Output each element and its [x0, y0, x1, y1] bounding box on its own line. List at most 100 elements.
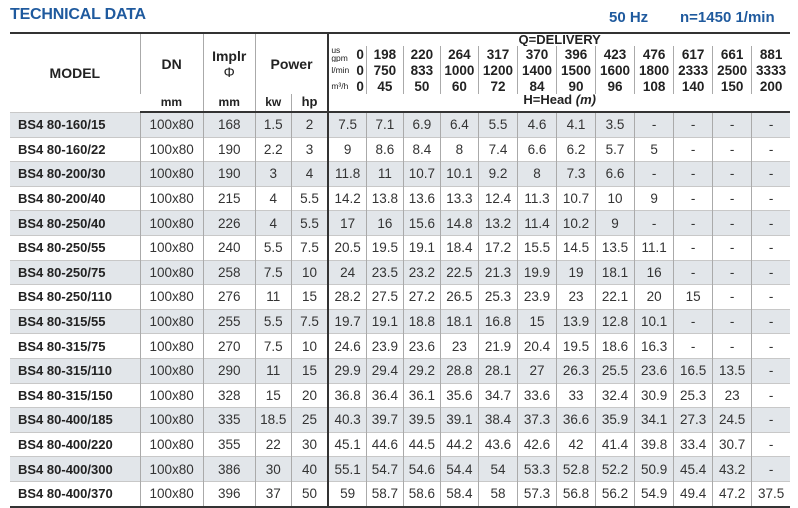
head-cell: 6.2: [555, 136, 596, 162]
head-cell: 44.6: [365, 431, 404, 457]
head-cell: -: [712, 259, 752, 285]
flow-value: 317: [477, 46, 518, 62]
head-cell: -: [751, 161, 790, 187]
unit-m3h: m³/h 0: [327, 78, 367, 94]
head-cell: 34.1: [634, 407, 674, 433]
kw-cell: 2.2: [254, 136, 292, 162]
impeller-cell: 335: [202, 407, 256, 433]
dn-cell: 100x80: [139, 210, 204, 236]
head-cell: 29.4: [365, 357, 404, 384]
head-cell: 13.5: [712, 357, 752, 384]
head-cell: -: [673, 161, 713, 187]
head-cell: 17: [327, 210, 367, 236]
head-cell: 7.3: [555, 161, 596, 187]
kw-cell: 1.5: [254, 111, 292, 138]
head-cell: 19.5: [555, 333, 596, 359]
head-cell: 23.9: [516, 284, 557, 310]
head-cell: -: [673, 210, 713, 236]
unit-gpm: us gpm 0: [327, 46, 367, 62]
impeller-cell: 276: [202, 284, 256, 310]
head-cell: 20.4: [516, 333, 557, 359]
table-row: BS4 80-250/75 100x80 258 7.5 10 24 23.5 23.2 22.…: [10, 259, 790, 285]
table-row: BS4 80-315/150 100x80 328 15 20 36.8 36.4 36.1 3…: [10, 382, 790, 408]
head-cell: 10.2: [555, 210, 596, 236]
head-cell: 36.8: [327, 382, 367, 408]
head-cell: -: [751, 431, 790, 457]
head-cell: 12.4: [477, 185, 518, 211]
hp-cell: 15: [290, 284, 329, 310]
head-cell: 44.2: [439, 431, 479, 457]
kw-cell: 7.5: [254, 259, 292, 285]
head-cell: 23: [555, 284, 596, 310]
flow-value: 264: [439, 46, 479, 62]
head-cell: 33.6: [516, 382, 557, 408]
head-cell: -: [751, 259, 790, 285]
head-cell: 18.1: [595, 259, 635, 285]
hp-cell: 50: [290, 480, 329, 507]
head-cell: 7.1: [365, 111, 404, 138]
head-cell: 11.3: [516, 185, 557, 211]
model-cell: BS4 80-160/22: [10, 136, 141, 162]
impeller-cell: 190: [202, 161, 256, 187]
model-cell: BS4 80-400/300: [10, 456, 141, 482]
impeller-unit: mm: [202, 94, 256, 113]
kw-cell: 30: [254, 456, 292, 482]
kw-cell: 18.5: [254, 407, 292, 433]
head-cell: 24.6: [327, 333, 367, 359]
dn-cell: 100x80: [139, 456, 204, 482]
head-cell: 28.8: [439, 357, 479, 384]
head-cell: -: [751, 136, 790, 162]
head-cell: 8: [439, 136, 479, 162]
head-cell: 42: [555, 431, 596, 457]
hp-cell: 2: [290, 111, 329, 138]
flow-value: 617: [673, 46, 713, 62]
hp-cell: 15: [290, 357, 329, 384]
head-cell: 11.1: [634, 234, 674, 261]
head-header: H=Head (m): [327, 94, 790, 113]
impeller-cell: 215: [202, 185, 256, 211]
head-cell: 33.4: [673, 431, 713, 457]
head-cell: 44.5: [402, 431, 441, 457]
table-row: BS4 80-200/40 100x80 215 4 5.5 14.2 13.8 13.6 13…: [10, 185, 790, 211]
dn-header: DN: [139, 33, 204, 94]
flow-value: 150: [712, 78, 752, 94]
flow-value: 833: [402, 62, 441, 78]
model-cell: BS4 80-250/110: [10, 284, 141, 310]
kw-cell: 4: [254, 210, 292, 236]
head-cell: 23.6: [634, 357, 674, 384]
head-cell: 18.8: [402, 308, 441, 334]
delivery-header: Q=DELIVERY: [327, 33, 790, 46]
head-cell: 9: [634, 185, 674, 211]
flow-value: 1000: [439, 62, 479, 78]
head-cell: 4.1: [555, 111, 596, 138]
flow-value: 45: [365, 78, 404, 94]
table-row: BS4 80-160/22 100x80 190 2.2 3 9 8.6 8.4 8 7.4 6.6…: [10, 136, 790, 162]
head-cell: -: [712, 308, 752, 334]
unit-lmin: l/min 0: [327, 62, 367, 78]
head-cell: -: [712, 136, 752, 162]
head-cell: 54.6: [402, 456, 441, 482]
head-cell: 10.1: [439, 161, 479, 187]
dn-cell: 100x80: [139, 382, 204, 408]
head-cell: 9: [595, 210, 635, 236]
head-cell: 43.6: [477, 431, 518, 457]
head-cell: 24: [327, 259, 367, 285]
head-cell: 18.6: [595, 333, 635, 359]
power-header: Power: [254, 33, 329, 94]
head-cell: 13.2: [477, 210, 518, 236]
head-cell: 50.9: [634, 456, 674, 482]
head-cell: 54.4: [439, 456, 479, 482]
hp-cell: 25: [290, 407, 329, 433]
kw-cell: 5.5: [254, 308, 292, 334]
head-cell: 59: [327, 480, 367, 507]
flow-value: 881: [751, 46, 790, 62]
head-cell: 8.6: [365, 136, 404, 162]
head-cell: 47.2: [712, 480, 752, 507]
model-cell: BS4 80-315/110: [10, 357, 141, 384]
head-cell: 36.6: [555, 407, 596, 433]
head-cell: 17.2: [477, 234, 518, 261]
table-row: BS4 80-315/75 100x80 270 7.5 10 24.6 23.9 23.6 2…: [10, 333, 790, 359]
head-cell: -: [673, 308, 713, 334]
head-cell: 54: [477, 456, 518, 482]
hp-cell: 30: [290, 431, 329, 457]
